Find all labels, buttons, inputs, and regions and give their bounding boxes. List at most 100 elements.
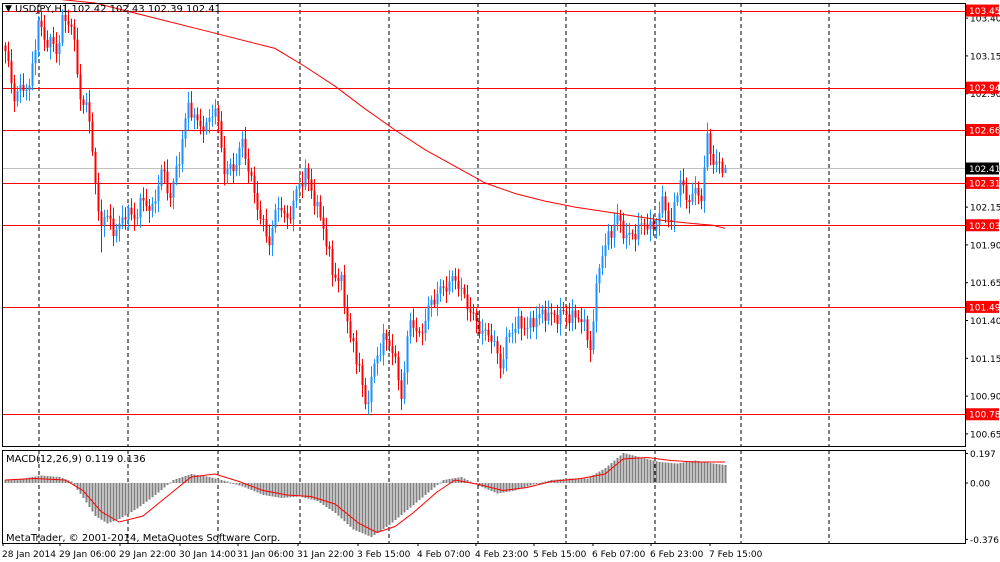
- copyright-text: MetaTrader, © 2001-2014, MetaQuotes Soft…: [6, 533, 280, 544]
- candle-body-3: [13, 83, 16, 102]
- candle-body-203: [613, 224, 616, 238]
- chart-menu-arrow-icon[interactable]: ▼: [5, 4, 12, 14]
- macd-bar-228: [688, 461, 691, 483]
- macd-bar-120: [364, 483, 367, 535]
- macd-bar-179: [541, 482, 544, 484]
- panel-frames: [2, 3, 966, 544]
- macd-bar-195: [589, 476, 592, 483]
- macd-bar-206: [622, 453, 625, 483]
- macd-bar-115: [349, 483, 352, 527]
- macd-bar-65: [199, 475, 202, 483]
- candle-body-183: [553, 313, 556, 315]
- x-tick-label-12: 7 Feb 15:00: [709, 550, 763, 560]
- candle-body-126: [382, 333, 385, 356]
- macd-bar-200: [604, 468, 607, 483]
- macd-bar-229: [691, 461, 694, 483]
- macd-bar-39: [121, 483, 124, 518]
- candle-body-198: [598, 268, 601, 284]
- macd-bar-174: [526, 483, 529, 487]
- macd-bar-87: [265, 483, 268, 496]
- macd-bar-70: [214, 478, 217, 483]
- candle-body-141: [427, 305, 430, 321]
- macd-bar-178: [538, 483, 541, 484]
- candle-body-120: [364, 384, 367, 405]
- price-axis: 103.40 103.15 102.90 102.66 102.41 102.15 101.…: [965, 4, 1000, 546]
- candle-body-130: [394, 353, 397, 357]
- candle-body-122: [370, 376, 373, 403]
- macd-bar-167: [505, 483, 508, 492]
- candle-body-231: [697, 187, 700, 196]
- macd-bar-240: [724, 465, 727, 483]
- macd-bar-89: [271, 483, 274, 497]
- candle-body-206: [622, 220, 625, 239]
- macd-bar-112: [340, 483, 343, 519]
- candle-body-5: [19, 84, 22, 92]
- candle-body-41: [127, 207, 130, 220]
- candle-body-211: [637, 224, 640, 240]
- candle-body-115: [349, 321, 352, 339]
- candle-body-226: [682, 180, 685, 186]
- macd-bar-58: [178, 478, 181, 483]
- macd-bar-1: [7, 479, 10, 483]
- macd-bar-208: [628, 454, 631, 483]
- candle-body-232: [700, 195, 703, 202]
- macd-bar-138: [418, 483, 421, 500]
- x-tick-label-9: 5 Feb 15:00: [533, 550, 587, 560]
- candle-body-171: [517, 316, 520, 329]
- level-label-1: 102.94: [969, 84, 1000, 94]
- candle-body-22: [70, 24, 73, 27]
- macd-bar-194: [586, 478, 589, 483]
- macd-bar-164: [496, 483, 499, 494]
- macd-bar-163: [493, 483, 496, 493]
- candle-body-44: [136, 217, 139, 219]
- candle-body-119: [361, 365, 364, 385]
- macd-bar-192: [580, 478, 583, 483]
- macd-bar-235: [709, 463, 712, 483]
- macd-bar-177: [535, 483, 538, 484]
- macd-bar-107: [325, 483, 328, 507]
- macd-bar-143: [433, 483, 436, 488]
- macd-bar-199: [601, 469, 604, 483]
- y-tick-label-8: 101.40: [970, 317, 1000, 327]
- macd-bar-76: [232, 483, 235, 484]
- candle-body-85: [259, 209, 262, 219]
- candle-body-64: [196, 114, 199, 121]
- macd-bar-225: [679, 463, 682, 483]
- macd-tick-label-1: 0.00: [970, 480, 990, 490]
- candle-body-220: [664, 196, 667, 211]
- candle-body-94: [286, 213, 289, 218]
- candle-body-185: [559, 309, 562, 325]
- candle-body-83: [253, 175, 256, 194]
- candle-body-39: [121, 217, 124, 224]
- candle-body-84: [256, 193, 259, 210]
- candle-body-73: [223, 147, 226, 175]
- candle-body-154: [466, 294, 469, 310]
- macd-bar-196: [592, 475, 595, 483]
- chart-header[interactable]: ▼ USDJPY,H1 102.42 102.43 102.39 102.41: [5, 4, 221, 15]
- macd-bar-136: [412, 483, 415, 505]
- macd-panel: [4, 453, 727, 537]
- candle-body-197: [595, 283, 598, 322]
- candle-body-189: [571, 310, 574, 323]
- candle-body-138: [418, 331, 421, 333]
- macd-bar-53: [163, 483, 166, 488]
- level-label-6: 100.78: [969, 411, 1000, 421]
- candle-body-221: [667, 210, 670, 221]
- macd-bar-57: [175, 479, 178, 483]
- candle-body-1: [7, 51, 10, 62]
- candle-body-40: [124, 217, 127, 220]
- macd-bar-41: [127, 483, 130, 514]
- candle-body-76: [232, 164, 235, 172]
- macd-bar-222: [670, 463, 673, 483]
- candle-body-35: [109, 215, 112, 219]
- macd-bar-28: [88, 483, 91, 507]
- candle-body-36: [112, 218, 115, 237]
- macd-bar-78: [238, 483, 241, 486]
- candle-body-159: [481, 330, 484, 334]
- candle-body-59: [181, 138, 184, 165]
- level-label-3: 102.31: [969, 179, 1000, 189]
- candle-body-229: [691, 193, 694, 203]
- candle-body-110: [334, 274, 337, 278]
- candle-body-131: [397, 356, 400, 381]
